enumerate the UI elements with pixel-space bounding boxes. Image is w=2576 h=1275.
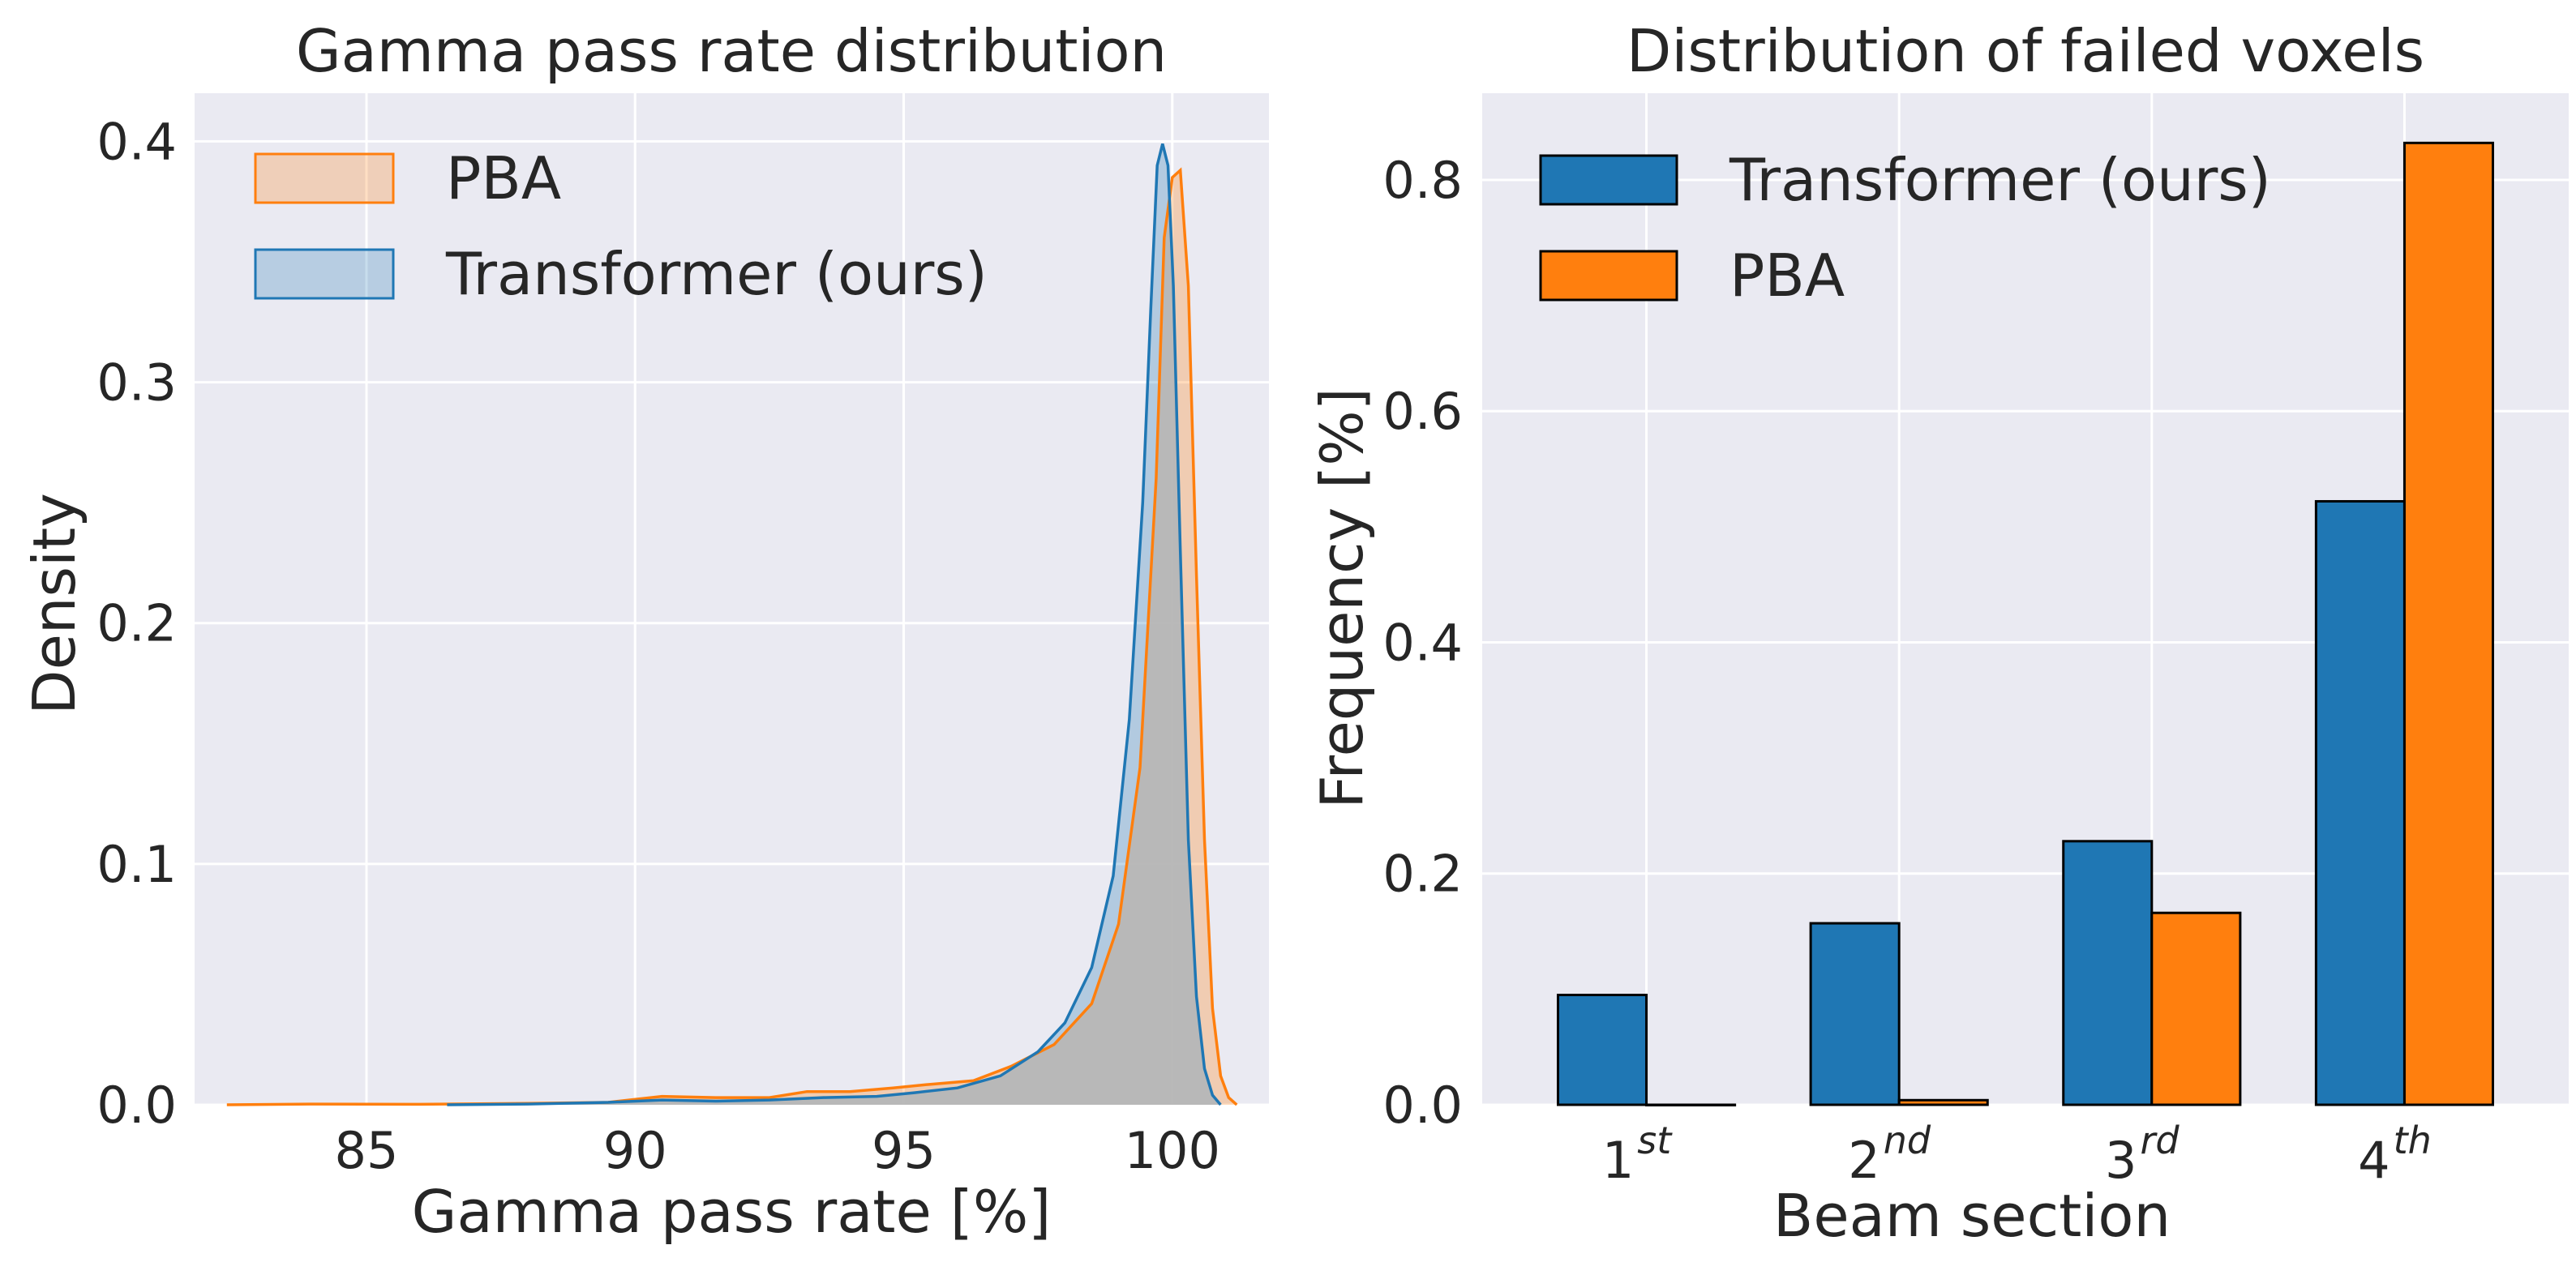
left-x-tick-label: 85 — [335, 1121, 399, 1180]
left-y-tick-label: 0.4 — [96, 112, 177, 171]
right-y-tick-label: 0.2 — [1382, 845, 1463, 904]
legend-label-pba-bar: PBA — [1729, 242, 1845, 310]
right-x-tick-labels: 1st 2nd 3rd 4th — [1602, 1119, 2432, 1190]
legend-swatch-transformer-bar — [1539, 154, 1678, 206]
legend-swatch-pba — [254, 152, 395, 204]
left-y-tick-label: 0.0 — [96, 1076, 177, 1135]
area-overlap — [447, 170, 1221, 1105]
left-y-tick-label: 0.1 — [96, 835, 177, 894]
line-pba — [226, 167, 1238, 1106]
bar-transformer-2nd — [1809, 922, 1901, 1106]
right-x-tick-label: 2nd — [1848, 1119, 1931, 1190]
right-x-axis-label: Beam section — [1773, 1182, 2171, 1250]
bar-pba-1st — [1645, 1103, 1737, 1106]
tick-ordinal-suffix: st — [1637, 1119, 1673, 1162]
right-x-tick-label: 3rd — [2105, 1119, 2180, 1190]
left-x-axis-label: Gamma pass rate [%] — [412, 1178, 1052, 1246]
left-plot-background — [195, 93, 1269, 1105]
left-y-tick-label: 0.3 — [96, 353, 177, 413]
tick-ordinal-suffix: th — [2394, 1119, 2432, 1162]
right-y-tick-label: 0.0 — [1382, 1076, 1463, 1135]
legend-swatch-transformer — [254, 248, 395, 300]
bar-pba-3rd — [2150, 911, 2242, 1106]
tick-ordinal-number: 1 — [1602, 1131, 1634, 1190]
legend-label-transformer-bar: Transformer (ours) — [1729, 146, 2271, 214]
legend-label-transformer: Transformer (ours) — [445, 240, 988, 308]
right-chart-title: Distribution of failed voxels — [1627, 17, 2424, 85]
left-chart: 0.0 0.1 0.2 0.3 0.4 85 90 95 100 Gamma pass rat… — [20, 17, 1269, 1246]
tick-ordinal-number: 2 — [1848, 1131, 1879, 1190]
left-legend: PBA Transformer (ours) — [254, 144, 988, 308]
tick-ordinal-number: 3 — [2105, 1131, 2137, 1190]
bar-transformer-1st — [1556, 994, 1648, 1106]
right-y-axis-label: Frequency [%] — [1308, 387, 1376, 808]
legend-label-pba: PBA — [446, 144, 561, 212]
left-y-tick-label: 0.2 — [96, 594, 177, 653]
left-x-tick-label: 95 — [872, 1121, 936, 1180]
left-x-tick-label: 90 — [603, 1121, 667, 1180]
right-y-tick-label: 0.4 — [1382, 613, 1463, 672]
tick-ordinal-suffix: nd — [1884, 1119, 1931, 1162]
right-legend: Transformer (ours) PBA — [1539, 146, 2271, 310]
bar-transformer-4th — [2314, 499, 2406, 1106]
left-x-tick-labels: 85 90 95 100 — [335, 1121, 1220, 1180]
legend-swatch-pba-bar — [1539, 250, 1678, 302]
right-chart: 0.0 0.2 0.4 0.6 0.8 1st 2nd 3rd 4th Distributio… — [1308, 17, 2569, 1250]
tick-ordinal-number: 4 — [2358, 1131, 2390, 1190]
tick-ordinal-suffix: rd — [2140, 1119, 2180, 1162]
bar-pba-2nd — [1897, 1098, 1989, 1106]
bar-transformer-3rd — [2062, 840, 2154, 1106]
line-transformer — [447, 143, 1222, 1106]
right-x-tick-label: 1st — [1602, 1119, 1673, 1190]
right-x-tick-label: 4th — [2358, 1119, 2432, 1190]
left-y-axis-label: Density — [20, 493, 88, 715]
left-y-tick-labels: 0.0 0.1 0.2 0.3 0.4 — [96, 112, 177, 1135]
left-density-areas — [226, 143, 1238, 1106]
left-x-tick-label: 100 — [1125, 1121, 1220, 1180]
right-bars — [1556, 141, 2495, 1106]
bar-pba-4th — [2402, 141, 2495, 1106]
left-chart-title: Gamma pass rate distribution — [296, 17, 1167, 85]
right-y-tick-labels: 0.0 0.2 0.4 0.6 0.8 — [1382, 151, 1463, 1135]
right-y-tick-label: 0.8 — [1382, 151, 1463, 210]
right-y-tick-label: 0.6 — [1382, 382, 1463, 441]
